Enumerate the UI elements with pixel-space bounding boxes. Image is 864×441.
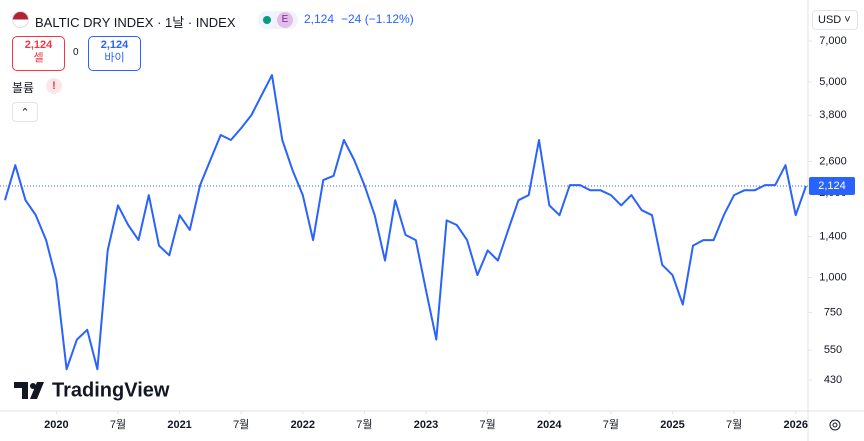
x-tick-label: 7월 [233,418,249,431]
y-tick-label: 750 [824,306,842,318]
exchange-badge: E [277,12,293,28]
x-tick-label: 7월 [603,418,619,431]
x-tick-label: 2020 [44,419,68,431]
symbol-title[interactable]: BALTIC DRY INDEX · 1날 · INDEX [35,15,236,30]
y-tick-label: 3,800 [819,109,847,121]
collapse-button[interactable]: ⌃ [12,102,38,122]
sell-label: 셀 [33,52,44,64]
x-tick-label: 2021 [167,419,191,431]
x-tick-label: 7월 [480,418,496,431]
buy-button[interactable]: 2,124 바이 [88,36,141,71]
y-tick-label: 2,600 [819,155,847,167]
y-tick-label: 550 [824,344,842,356]
y-tick-label: 1,400 [819,231,847,243]
price-change: −24 (−1.12%) [341,12,414,26]
flag-icon [12,11,29,28]
currency-select[interactable]: USD ˅ [812,10,858,30]
x-tick-label: 2024 [537,419,562,431]
y-tick-label: 430 [824,374,842,386]
currency-label: USD [818,14,842,26]
watermark-text: TradingView [52,379,170,401]
buy-price: 2,124 [100,39,129,51]
y-tick-label: 1,000 [819,271,847,283]
settings-icon[interactable] [829,419,841,431]
volume-label: 볼륨 [12,81,35,95]
x-tick-label: 7월 [726,418,742,431]
warning-icon[interactable]: ! [46,78,62,94]
buy-label: 바이 [104,52,125,64]
sell-button[interactable]: 2,124 셀 [12,36,65,71]
market-status-dot [263,16,271,24]
y-tick-label: 7,000 [819,35,847,47]
y-tick-label: 5,000 [819,76,847,88]
last-price: 2,124 [304,12,335,26]
price-line [4,74,807,371]
last-price-label: 2,124 [818,180,846,192]
x-tick-label: 2023 [414,419,438,431]
watermark-logo [14,382,44,399]
x-tick-label: 2026 [783,419,807,431]
sell-price: 2,124 [24,39,53,51]
x-tick-label: 2025 [660,419,684,431]
x-tick-label: 7월 [110,418,126,431]
x-tick-label: 2022 [291,419,315,431]
spread: 0 [73,47,79,58]
last-price-tag [809,176,855,195]
x-tick-label: 7월 [356,418,372,431]
